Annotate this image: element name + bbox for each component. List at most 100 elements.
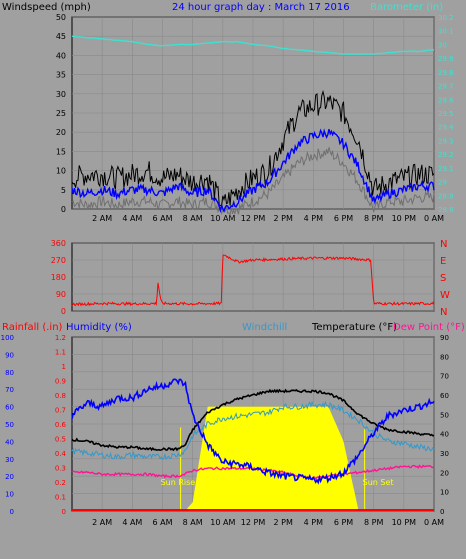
sunset-label: Sun Set [363,478,394,487]
y-tick-label: 5 [61,186,66,195]
x-tick-label: 2 PM [273,214,292,223]
rainfall-axis-label: Rainfall (.in) [2,322,63,333]
y-tick-label: 90 [56,290,66,299]
y2-tick-label: 30 [438,41,447,49]
compass-tick-label: W [440,290,450,301]
compass-tick-label: S [440,273,446,284]
humidity-tick-label: 70 [5,386,14,394]
y-tick-label: 15 [56,147,66,156]
rain-tick-label: 1.1 [55,349,66,357]
rain-tick-label: 0.4 [55,450,67,458]
rain-tick-label: 0.5 [55,436,66,444]
solar-area [72,406,434,511]
rain-tick-label: 0.9 [55,378,66,386]
y-tick-label: 45 [56,32,66,41]
humidity-tick-label: 10 [5,491,14,499]
temp-tick-label: 70 [440,373,449,381]
sunrise-label: Sun Rise [161,478,196,487]
temperature-legend: Temperature (°F) [311,322,397,333]
rain-tick-label: 0 [62,508,66,516]
y-tick-label: 40 [56,51,66,60]
x-tick-label: 4 PM [304,518,323,527]
rain-tick-label: 0.2 [55,479,66,487]
y-tick-label: 25 [56,109,66,118]
humidity-tick-label: 80 [5,369,14,377]
x-tick-label: 2 PM [273,518,292,527]
barometer-axis-label: Barometer (in) [370,2,443,13]
y-tick-label: 270 [51,256,66,265]
temp-tick-label: 10 [440,489,449,497]
y2-tick-label: 30.2 [438,14,454,22]
x-tick-label: 12 PM [241,518,266,527]
wind-baro-axes: 0 5 10 15 20 25 30 35 40 45 50 28.8 28.9 29 29.1 29.2 29… [56,13,454,223]
y2-tick-label: 29.7 [438,83,454,91]
x-tick-label: 10 PM [392,214,417,223]
wind-direction-line [71,254,435,307]
y2-tick-label: 29.3 [438,137,454,145]
x-tick-label: 0 AM [424,214,444,223]
wind-avg-line [71,128,435,213]
x-tick-label: 12 PM [241,214,266,223]
wind-min-line [71,147,435,217]
x-tick-label: 4 AM [122,214,142,223]
x-tick-label: 10 AM [210,214,235,223]
wind-max-line [71,89,435,207]
rain-tick-label: 0.8 [55,392,66,400]
dewpoint-legend: Dew Point (°F) [393,322,465,333]
humidity-tick-label: 30 [5,456,14,464]
temperature-line [71,388,435,452]
temp-tick-label: 40 [440,431,449,439]
temp-tick-label: 30 [440,450,449,458]
y-tick-label: 20 [56,128,66,137]
y2-tick-label: 30.1 [438,28,454,36]
y-tick-label: 35 [56,71,66,80]
temp-tick-label: 0 [440,508,444,516]
humidity-tick-label: 50 [5,421,14,429]
humidity-tick-label: 40 [5,438,14,446]
humidity-tick-label: 60 [5,404,14,412]
humidity-tick-label: 0 [10,508,14,516]
x-tick-label: 4 AM [122,518,142,527]
humidity-tick-label: 90 [5,351,14,359]
x-tick-label: 6 AM [152,214,172,223]
humidity-axis-label: Humidity (%) [66,322,132,333]
x-tick-label: 8 PM [364,214,383,223]
y2-tick-label: 29.5 [438,110,454,118]
y-tick-label: 180 [51,273,66,282]
graph-title: 24 hour graph day : March 17 2016 [172,2,350,13]
x-tick-label: 10 PM [392,518,417,527]
y2-tick-label: 29.4 [438,124,454,132]
humidity-tick-label: 20 [5,473,14,481]
wind-baro-grid [72,16,435,210]
rain-tick-label: 1.2 [55,334,66,342]
y2-tick-label: 29.2 [438,151,454,159]
y-tick-label: 30 [56,90,66,99]
x-tick-label: 4 PM [304,214,323,223]
windchill-legend: Windchill [242,322,287,333]
y2-tick-label: 29.9 [438,55,454,63]
x-tick-label: 8 PM [364,518,383,527]
y-tick-label: 10 [56,167,66,176]
x-tick-label: 2 AM [92,214,112,223]
y2-tick-label: 29.6 [438,96,454,104]
rain-tick-label: 0.7 [55,407,66,415]
x-tick-label: 6 PM [334,518,353,527]
temp-tick-label: 90 [440,334,449,342]
y-tick-label: 0 [61,205,66,214]
temp-humidity-series [71,378,435,511]
rain-tick-label: 0.1 [55,494,66,502]
temp-humidity-axes: 010203040506070809010000.10.20.30.40.50.… [1,334,449,527]
windspeed-axis-label: Windspeed (mph) [2,2,91,13]
humidity-tick-label: 100 [1,334,14,342]
temp-tick-label: 80 [440,353,449,361]
x-tick-label: 8 AM [183,518,203,527]
x-tick-label: 2 AM [92,518,112,527]
rain-tick-label: 1 [62,363,66,371]
y2-tick-label: 28.9 [438,192,454,200]
solar-series [72,406,434,511]
x-tick-label: 10 AM [210,518,235,527]
y2-tick-label: 28.8 [438,206,454,214]
y-tick-label: 50 [56,13,66,22]
temp-tick-label: 20 [440,469,449,477]
